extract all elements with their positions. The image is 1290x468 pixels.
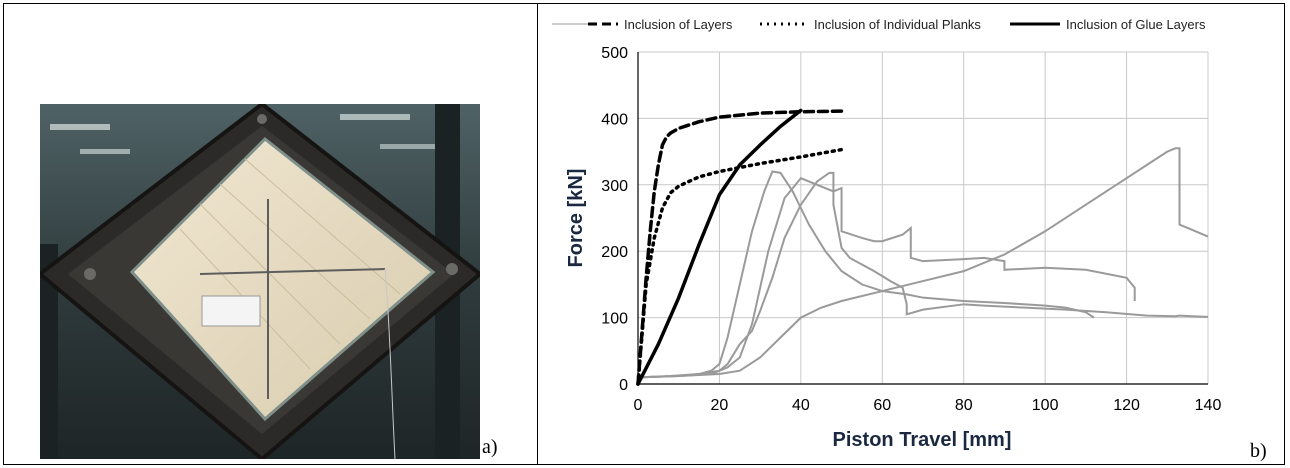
experimental-curve-3 [637,171,1209,379]
measurement-cross [199,199,386,399]
panel-divider [537,3,538,465]
x-tick-label: 20 [711,397,729,414]
series-line-2 [636,147,844,386]
clt-panel [129,136,436,422]
panel-b-label: b) [1250,440,1267,462]
x-tick-label: 80 [955,397,973,414]
x-tick-label: 60 [873,397,891,414]
legend-label-2: Inclusion of Individual Planks [814,17,981,32]
y-axis-title: Force [kN] [565,169,587,268]
x-tick-label: 0 [634,397,643,414]
ceiling-lights [50,114,440,154]
legend-label-3: Inclusion of Glue Layers [1066,17,1206,32]
x-tick-label: 40 [792,397,810,414]
timber-panel-test-photo [40,104,480,459]
model-series [636,108,844,386]
figure-frame [3,3,1285,465]
x-axis-title: Piston Travel [mm] [833,429,1012,451]
y-tick-label: 100 [601,311,628,328]
y-tick-label: 0 [619,377,628,394]
x-tick-label: 140 [1195,397,1222,414]
y-tick-label: 500 [601,45,628,62]
chart-axes [637,52,1208,385]
experimental-curves [637,147,1209,379]
y-tick-label: 400 [601,111,628,128]
force-travel-chart: Inclusion of Layers Inclusion of Individu… [552,17,1221,451]
x-tick-label: 120 [1113,397,1140,414]
frame-bolts [84,114,458,280]
wire-cable [384,268,396,459]
chart-legend: Inclusion of Layers Inclusion of Individu… [552,17,1206,32]
y-tick-label: 200 [601,244,628,261]
experimental-curve-2 [637,176,1136,379]
x-tick-label: 100 [1032,397,1059,414]
experimental-curve-1 [637,170,1095,379]
y-tick-label: 300 [601,178,628,195]
series-line-3 [636,108,803,386]
chart-gridlines [637,51,1209,385]
series-line-1 [636,109,844,386]
chart-ticks: 0 100 200 300 400 500 0 20 40 60 80 100 120 140 [601,45,1221,414]
specimen-label-card [201,295,261,327]
legend-label-1: Inclusion of Layers [624,17,733,32]
panel-a-label: a) [482,436,498,458]
experimental-curve-4 [637,147,1209,379]
